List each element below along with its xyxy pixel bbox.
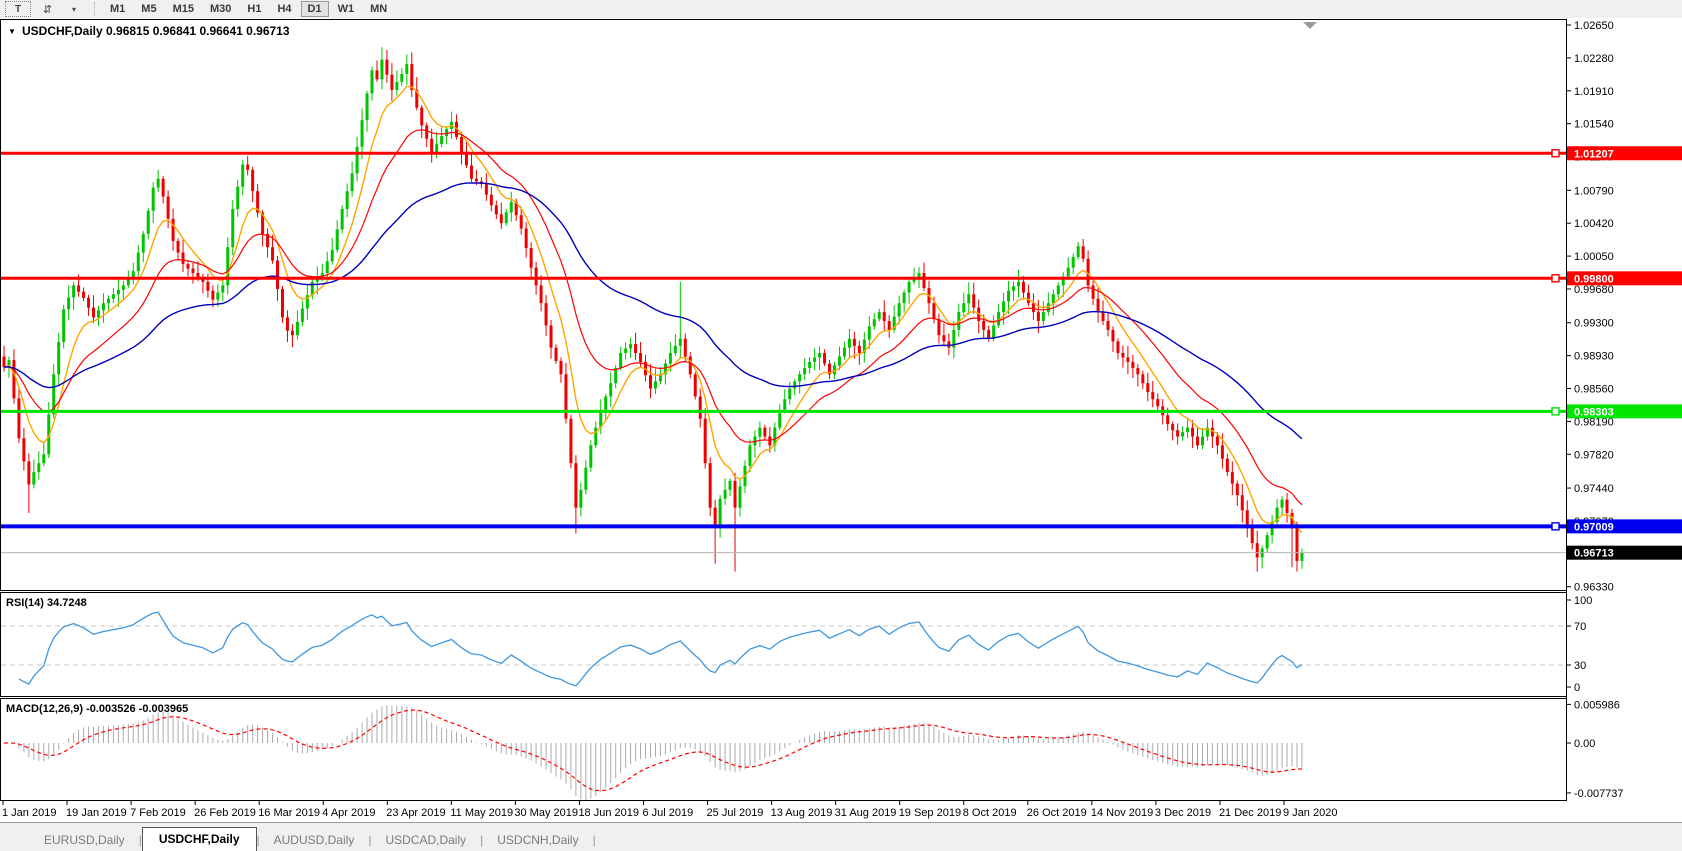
timeframe-button-h4[interactable]: H4	[277, 3, 292, 15]
date-label: 8 Oct 2019	[963, 807, 1017, 819]
timeframe-button-mn[interactable]: MN	[370, 3, 388, 15]
tab-eurusd[interactable]: EURUSD,Daily	[44, 833, 125, 847]
date-label: 14 Nov 2019	[1091, 807, 1153, 819]
date-label: 19 Jan 2019	[66, 807, 127, 819]
svg-text:1.00790: 1.00790	[1574, 185, 1614, 197]
main-panel-frame	[0, 19, 1567, 591]
chart-shift-marker-icon	[1303, 22, 1317, 29]
date-label: 23 Apr 2019	[386, 807, 445, 819]
date-label: 25 Jul 2019	[707, 807, 764, 819]
svg-text:0.97440: 0.97440	[1574, 483, 1614, 495]
svg-text:70: 70	[1574, 621, 1586, 633]
date-label: 26 Feb 2019	[194, 807, 256, 819]
svg-text:0.98303: 0.98303	[1574, 406, 1614, 418]
macd-label: MACD(12,26,9) -0.003526 -0.003965	[6, 703, 188, 715]
timeframe-button-m15[interactable]: M15	[172, 3, 194, 15]
svg-text:100: 100	[1574, 595, 1592, 607]
date-label: 11 May 2019	[450, 807, 513, 819]
svg-text:0.98190: 0.98190	[1574, 416, 1614, 428]
date-label: 7 Feb 2019	[130, 807, 186, 819]
svg-text:0.97009: 0.97009	[1574, 521, 1614, 533]
svg-text:0.99300: 0.99300	[1574, 318, 1614, 330]
tab-audusd[interactable]: AUDUSD,Daily	[273, 833, 355, 847]
svg-text:1.01910: 1.01910	[1574, 86, 1614, 98]
tab-divider: |	[138, 833, 142, 847]
tab-divider: |	[368, 833, 372, 847]
rsi-indicator-layer: 100 70 30 0	[1, 595, 1592, 694]
macd-indicator-layer: 0.005986 0.00 -0.007737	[3, 699, 1624, 800]
date-label: 13 Aug 2019	[771, 807, 833, 819]
chart-title: USDCHF,Daily 0.96815 0.96841 0.96641 0.9…	[22, 24, 290, 38]
text-tool-button[interactable]: T	[5, 1, 31, 17]
timeframe-button-d1[interactable]: D1	[300, 1, 329, 17]
symbols-cycle-button[interactable]: ⇵	[35, 2, 59, 16]
rsi-panel-frame	[0, 592, 1567, 697]
date-label: 30 May 2019	[514, 807, 578, 819]
tab-usdcnh[interactable]: USDCNH,Daily	[497, 833, 579, 847]
date-label: 18 Jun 2019	[578, 807, 639, 819]
date-label: 1 Jan 2019	[2, 807, 56, 819]
chart-area[interactable]: 100 70 30 0 0.005986 0.00 -0.007737 1.02650 1.…	[0, 18, 1682, 822]
tab-divider: |	[592, 833, 596, 847]
date-label: 16 Mar 2019	[258, 807, 320, 819]
svg-text:1.02280: 1.02280	[1574, 53, 1614, 65]
timeframe-button-m1[interactable]: M1	[110, 3, 126, 15]
horizontal-level-lines[interactable]	[1, 149, 1566, 554]
timeframe-button-group: M1 M5 M15 M30 H1 H4 D1 W1 MN	[102, 1, 395, 17]
price-axis: 1.026501.022801.019101.015401.011701.007…	[1566, 20, 1682, 800]
tab-divider: |	[480, 833, 484, 847]
macd-panel-frame	[0, 698, 1567, 801]
date-label: 4 Apr 2019	[322, 807, 375, 819]
timeframe-button-m30[interactable]: M30	[209, 3, 232, 15]
date-label: 21 Dec 2019	[1219, 807, 1281, 819]
svg-text:0.98930: 0.98930	[1574, 351, 1614, 363]
svg-text:0.97820: 0.97820	[1574, 449, 1614, 461]
svg-text:0.96330: 0.96330	[1574, 582, 1614, 594]
svg-text:0.98560: 0.98560	[1574, 384, 1614, 396]
rsi-label: RSI(14) 34.7248	[6, 597, 87, 609]
timeframe-button-w1[interactable]: W1	[337, 3, 355, 15]
timeframe-button-m5[interactable]: M5	[141, 3, 157, 15]
svg-text:30: 30	[1574, 660, 1586, 672]
date-label: 6 Jul 2019	[643, 807, 694, 819]
date-label: 9 Jan 2020	[1283, 807, 1337, 819]
toolbar-separator	[94, 2, 96, 16]
svg-text:0.99680: 0.99680	[1574, 284, 1614, 296]
date-axis[interactable]: 1 Jan 2019 19 Jan 2019 7 Feb 2019 26 Feb 20…	[2, 801, 1337, 819]
rsi-line	[18, 611, 1303, 687]
date-label: 26 Oct 2019	[1027, 807, 1087, 819]
moving-average-layer	[3, 85, 1303, 534]
timeframe-button-h1[interactable]: H1	[247, 3, 262, 15]
svg-text:-0.007737: -0.007737	[1574, 788, 1624, 800]
date-label: 31 Aug 2019	[835, 807, 897, 819]
tab-divider: |	[256, 833, 260, 847]
tab-usdchf[interactable]: USDCHF,Daily	[141, 827, 257, 851]
svg-text:0.96713: 0.96713	[1574, 548, 1614, 560]
svg-text:1.01540: 1.01540	[1574, 119, 1614, 131]
date-label: 3 Dec 2019	[1155, 807, 1211, 819]
symbol-tab-bar: EURUSD,Daily | USDCHF,Daily | AUDUSD,Daily | U…	[0, 822, 1682, 851]
symbol-dropdown-icon[interactable]: ▼	[8, 27, 16, 36]
svg-text:0: 0	[1574, 682, 1580, 694]
tab-usdcad[interactable]: USDCAD,Daily	[385, 833, 467, 847]
symbols-cycle-icon: ⇵	[42, 3, 52, 16]
svg-text:1.01207: 1.01207	[1574, 148, 1614, 160]
svg-text:1.00050: 1.00050	[1574, 251, 1614, 263]
candlestick-layer	[2, 47, 1304, 572]
top-toolbar: T ⇵ ▾ M1 M5 M15 M30 H1 H4 D1 W1 MN	[0, 0, 1682, 19]
date-label: 19 Sep 2019	[899, 807, 961, 819]
toolbar-dropdown-caret-icon[interactable]: ▾	[71, 4, 76, 14]
svg-text:1.02650: 1.02650	[1574, 20, 1614, 32]
svg-text:0.00: 0.00	[1574, 738, 1595, 750]
svg-text:0.99800: 0.99800	[1574, 273, 1614, 285]
svg-text:1.00420: 1.00420	[1574, 218, 1614, 230]
svg-text:0.005986: 0.005986	[1574, 699, 1620, 711]
